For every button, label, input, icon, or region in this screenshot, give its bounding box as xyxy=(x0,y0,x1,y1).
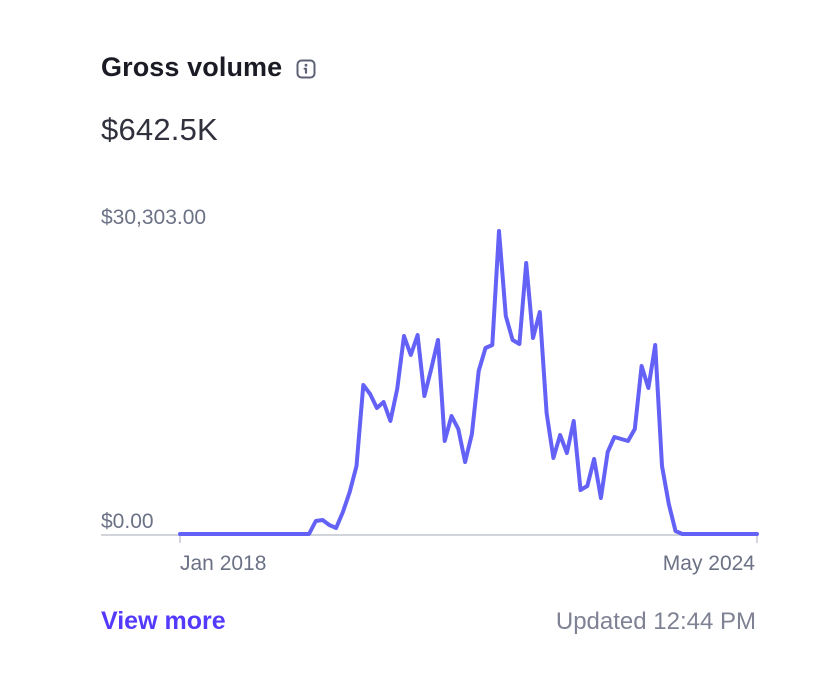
x-tick-label-start: Jan 2018 xyxy=(180,552,266,575)
y-tick-label-max: $30,303.00 xyxy=(101,206,206,229)
updated-timestamp: Updated 12:44 PM xyxy=(555,608,756,635)
y-tick-label-min: $0.00 xyxy=(101,510,154,533)
gross-volume-total: $642.5K xyxy=(101,112,218,147)
x-tick-label-end: May 2024 xyxy=(663,552,756,575)
view-more-link[interactable]: View more xyxy=(101,607,226,635)
card-header: Gross volume xyxy=(101,52,316,83)
series-line xyxy=(178,229,759,536)
info-icon[interactable] xyxy=(296,59,316,79)
card-title: Gross volume xyxy=(101,52,283,82)
